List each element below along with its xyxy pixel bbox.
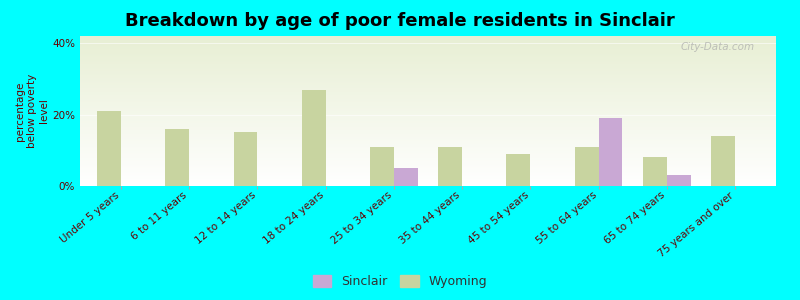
Bar <box>234 132 258 186</box>
Legend: Sinclair, Wyoming: Sinclair, Wyoming <box>310 273 490 291</box>
Bar <box>97 111 121 186</box>
Bar <box>370 147 394 186</box>
Text: Breakdown by age of poor female residents in Sinclair: Breakdown by age of poor female resident… <box>125 12 675 30</box>
Bar <box>506 154 530 186</box>
Bar <box>302 90 326 186</box>
Bar <box>394 168 418 186</box>
Bar <box>574 147 598 186</box>
Bar <box>711 136 735 186</box>
Y-axis label: percentage
below poverty
level: percentage below poverty level <box>14 74 50 148</box>
Bar <box>667 175 690 186</box>
Bar <box>438 147 462 186</box>
Bar <box>166 129 189 186</box>
Bar <box>643 158 667 186</box>
Text: City-Data.com: City-Data.com <box>681 42 755 52</box>
Bar <box>598 118 622 186</box>
